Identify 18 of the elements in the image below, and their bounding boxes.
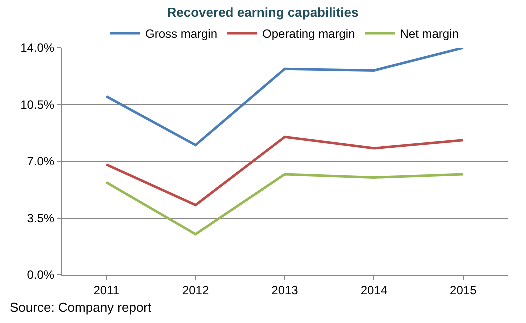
x-tick-label: 2013 <box>272 283 299 298</box>
source-note: Source: Company report <box>10 300 152 315</box>
line-series <box>105 136 465 207</box>
line-series <box>105 48 465 147</box>
y-tick-label: 0.0% <box>27 268 55 282</box>
x-tick-label: 2014 <box>360 283 388 298</box>
y-tick-label: 3.5% <box>27 211 55 226</box>
chart-title: Recovered earning capabilities <box>167 5 359 20</box>
x-tick-label: 2012 <box>182 283 210 298</box>
y-tick-label: 10.5% <box>20 98 55 112</box>
legend-label: Gross margin <box>146 27 218 42</box>
x-tick-label: 2015 <box>450 283 478 298</box>
y-tick-label: 14.0% <box>20 41 55 56</box>
line-series <box>105 173 465 236</box>
legend-label: Operating margin <box>262 27 356 42</box>
x-tick-label: 2011 <box>94 283 120 298</box>
legend-label: Net margin <box>400 27 459 42</box>
y-tick-label: 7.0% <box>27 154 55 169</box>
